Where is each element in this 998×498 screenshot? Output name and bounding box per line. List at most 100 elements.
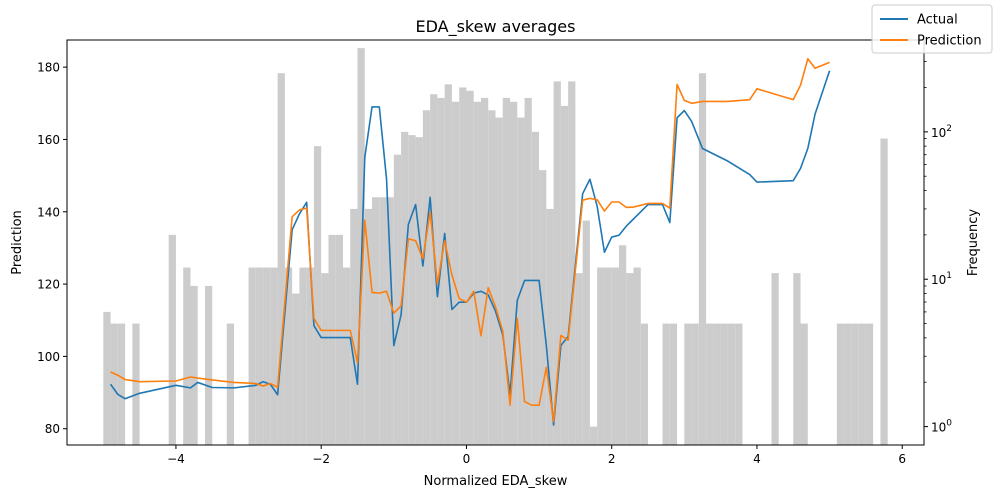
histogram-bar-27	[379, 197, 387, 445]
histogram-bar-40	[473, 101, 481, 446]
y2-tick-label-0: 100	[931, 419, 952, 435]
histogram-bar-18	[313, 146, 322, 445]
histogram-bar-69	[706, 323, 714, 445]
y-tick-label-3: 140	[37, 205, 60, 219]
histogram-bar-65	[669, 323, 678, 445]
histogram-bar-15	[292, 293, 300, 445]
histogram-bar-53	[568, 81, 576, 445]
histogram-bar-63	[640, 323, 649, 445]
x-tick-label-5: 6	[898, 452, 906, 466]
histogram-bar-64	[662, 323, 670, 445]
x-tick-label-4: 4	[753, 452, 761, 466]
histogram-bar-43	[495, 117, 503, 445]
histogram-bar-12	[270, 267, 278, 445]
histogram-bar-28	[386, 197, 394, 445]
histogram-bar-48	[531, 131, 540, 445]
histogram-bar-50	[546, 208, 554, 445]
histogram-bar-20	[328, 234, 336, 445]
histogram-bar-79	[851, 323, 859, 445]
plot-frame	[66, 39, 925, 446]
y-tick-label-5: 180	[37, 61, 60, 75]
y2-axis-label: Frequency	[966, 209, 981, 276]
legend-label-actual: Actual	[917, 13, 958, 28]
histogram-bar-3	[132, 323, 140, 445]
histogram-bar-51	[553, 81, 561, 445]
histogram-bar-62	[633, 267, 641, 445]
y2-tick-label-1: 101	[931, 271, 952, 287]
histogram-bar-17	[306, 267, 314, 445]
histogram-bar-77	[836, 323, 845, 445]
histogram-bar-44	[502, 97, 511, 445]
histogram-bar-66	[684, 323, 692, 445]
x-axis: −4 −2 0 2 4 6	[167, 445, 906, 466]
histogram-bar-59	[611, 267, 619, 445]
histogram-bar-14	[284, 267, 293, 445]
histogram-bar-23	[350, 208, 358, 445]
histogram-bar-58	[604, 267, 612, 445]
histogram-bar-26	[372, 197, 380, 445]
histogram-bar-6	[190, 285, 198, 445]
histogram-bar-8	[226, 323, 235, 445]
y-tick-label-1: 100	[37, 350, 60, 364]
histogram-bar-2	[117, 323, 126, 445]
histogram-bar-56	[589, 426, 598, 445]
histogram-bar-37	[451, 101, 460, 446]
histogram-bar-78	[844, 323, 852, 445]
legend: Actual Prediction	[871, 4, 993, 54]
x-axis-label: Normalized EDA_skew	[424, 474, 568, 489]
histogram-bar-55	[582, 220, 590, 445]
histogram-bar-80	[858, 323, 866, 445]
histogram-bar-4	[168, 234, 176, 445]
histogram-bar-71	[720, 323, 728, 445]
histogram-bar-38	[459, 87, 467, 446]
histogram-bar-54	[575, 273, 583, 445]
y-axis-right: 100 101 102	[924, 42, 952, 435]
x-tick-label-0: −4	[167, 452, 185, 466]
histogram-bar-67	[691, 323, 699, 445]
histogram-bar-47	[524, 97, 532, 445]
histogram-bar-30	[401, 131, 409, 445]
histogram-bar-0	[103, 311, 111, 445]
histogram-bar-73	[735, 323, 743, 445]
histogram-bar-70	[713, 323, 721, 445]
histogram-bar-42	[488, 110, 496, 445]
histogram-bar-10	[255, 267, 264, 445]
histogram-bar-22	[342, 267, 351, 445]
legend-label-prediction: Prediction	[917, 34, 982, 49]
histogram-bar-32	[415, 137, 423, 445]
histogram-bar-46	[517, 117, 525, 445]
histogram-bar-74	[771, 273, 779, 445]
x-tick-label-1: −2	[312, 452, 330, 466]
y-tick-label-0: 80	[45, 422, 60, 436]
histogram-bar-11	[263, 267, 271, 445]
histogram-bar-9	[248, 267, 256, 445]
histogram-bar-81	[865, 323, 874, 445]
series-line-prediction	[110, 58, 830, 423]
series-lines	[109, 58, 831, 426]
histogram-bar-7	[204, 285, 213, 445]
histogram-bar-13	[277, 73, 285, 445]
histogram-bar-61	[626, 273, 634, 445]
y2-tick-label-2: 102	[931, 124, 952, 140]
chart-title: EDA_skew averages	[416, 17, 576, 37]
histogram-bar-76	[800, 323, 808, 445]
y-axis-label: Prediction	[10, 210, 25, 275]
histogram-bar-16	[299, 267, 307, 445]
histogram-bar-25	[364, 208, 373, 445]
y-tick-label-2: 120	[37, 278, 60, 292]
histogram-bar-34	[430, 94, 438, 445]
histogram-bar-21	[335, 234, 343, 445]
histogram-bar-82	[880, 138, 888, 445]
histogram-bar-1	[110, 323, 118, 445]
histogram-bar-33	[422, 110, 431, 445]
y-axis-left: 80 100 120 140 160 180	[37, 61, 67, 436]
histogram-bar-29	[393, 154, 402, 445]
histogram-bar-75	[793, 273, 801, 445]
histogram-bar-72	[727, 323, 736, 445]
histogram-bar-45	[510, 101, 518, 446]
y-tick-label-4: 160	[37, 133, 60, 147]
histogram-bar-19	[321, 273, 329, 445]
histogram-bar-41	[480, 97, 489, 445]
histogram-bar-5	[183, 267, 191, 445]
